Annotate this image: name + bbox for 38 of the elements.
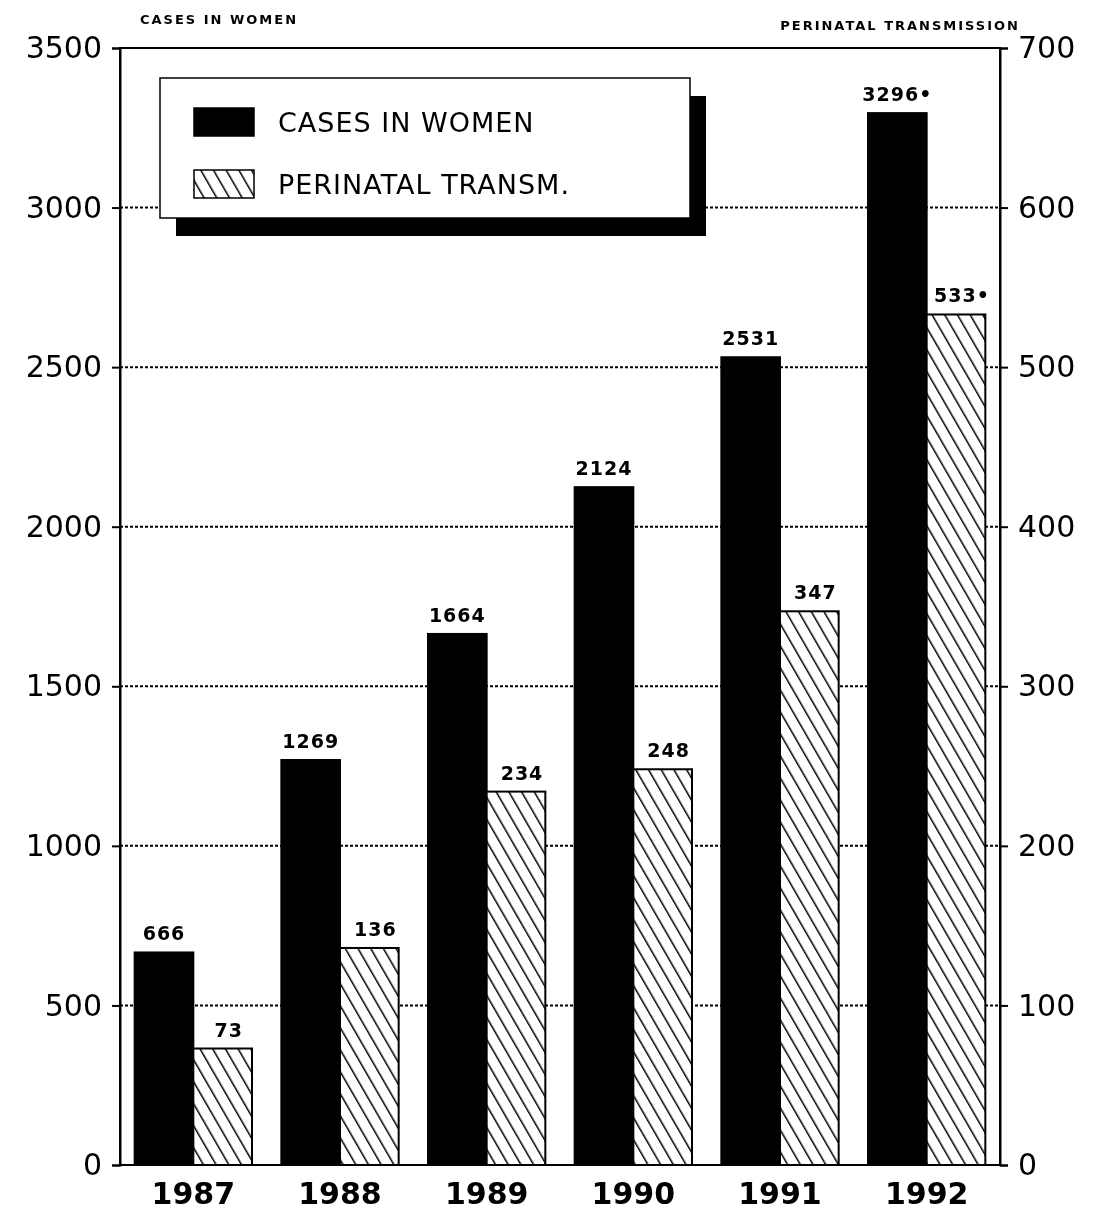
y-tick-label: 0: [82, 1147, 102, 1183]
data-label: 533•: [934, 284, 990, 307]
data-label: 136: [354, 917, 397, 940]
y-tick-label: 1000: [25, 827, 102, 863]
data-label: 347: [794, 581, 837, 604]
legend-label: CASES IN WOMEN: [278, 107, 535, 138]
y-tick-label: 3000: [25, 189, 102, 225]
x-tick-label: 1990: [591, 1176, 676, 1212]
y2-axis-title: PERINATAL TRANSMISSION: [780, 18, 1020, 33]
y-axis-title: CASES IN WOMEN: [140, 12, 299, 27]
data-label: 248: [647, 739, 690, 762]
y2-tick-label: 0: [1018, 1147, 1038, 1183]
y2-tick-label: 600: [1018, 189, 1076, 225]
x-tick-label: 1988: [298, 1176, 382, 1212]
data-label: 234: [500, 761, 544, 784]
x-tick-label: 1991: [738, 1176, 822, 1212]
y2-tick-label: 300: [1018, 668, 1076, 704]
data-label: 73: [214, 1018, 243, 1041]
y2-tick-label: 700: [1018, 30, 1076, 66]
y-tick-label: 2000: [25, 508, 102, 544]
legend-label: PERINATAL TRANSM.: [278, 169, 570, 200]
y2-tick-label: 200: [1018, 827, 1076, 863]
data-label: 2124: [575, 457, 633, 480]
x-tick-label: 1987: [151, 1176, 236, 1212]
data-label: 666: [142, 922, 186, 945]
x-tick-label: 1992: [884, 1176, 969, 1212]
y-tick-label: 3500: [25, 30, 102, 66]
y2-tick-label: 500: [1018, 349, 1076, 385]
y-tick-label: 2500: [25, 349, 102, 385]
x-tick-label: 1989: [444, 1176, 529, 1212]
y2-tick-label: 100: [1018, 987, 1076, 1023]
data-label: 2531: [722, 327, 780, 350]
data-label: 1269: [282, 730, 340, 753]
y-tick-label: 500: [44, 987, 102, 1023]
data-label: 1664: [428, 603, 486, 626]
data-label: 3296•: [862, 83, 933, 106]
y2-tick-label: 400: [1018, 508, 1076, 544]
y-tick-label: 1500: [25, 668, 102, 704]
